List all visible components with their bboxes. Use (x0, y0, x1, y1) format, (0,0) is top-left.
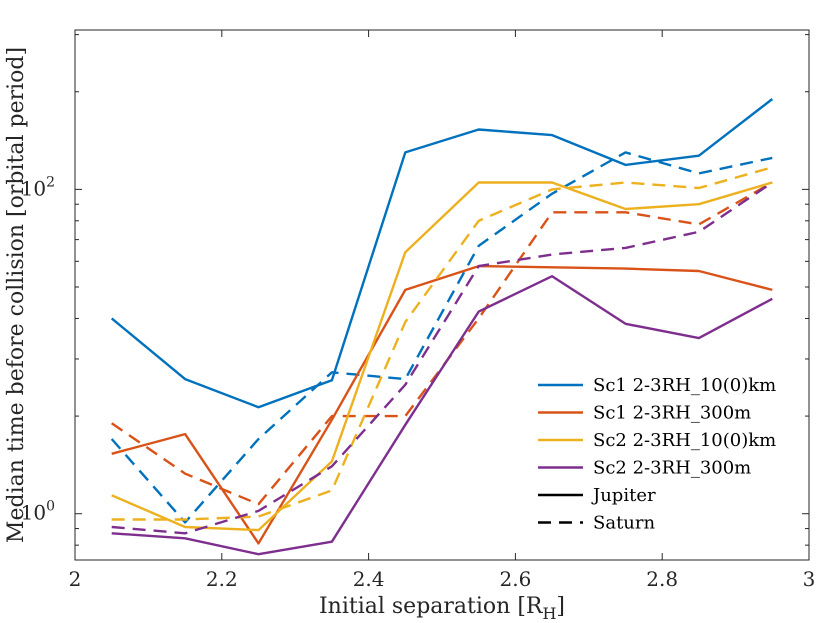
series-line-sc1-2-3rh-10-0-km-jupiter (110, 98, 774, 409)
series-layer (110, 98, 774, 556)
legend-label: Sc2 2-3RH_10(0)km (593, 430, 776, 451)
x-axis-label: Initial separation [RH] (319, 594, 565, 623)
series-line-sc2-2-3rh-10-0-km-jupiter (111, 181, 773, 532)
series-line-sc2-2-3rh-300m-saturn (111, 181, 773, 535)
x-tick-label: 3 (803, 567, 816, 591)
y-tick-label: 100 (21, 499, 55, 525)
x-tick-label: 2.2 (206, 567, 238, 591)
y-axis-label: Median time before collision [orbital pe… (4, 47, 29, 543)
x-axis-label-suffix: ] (556, 594, 565, 619)
axis-ticks (74, 30, 810, 560)
legend-label: Sc1 2-3RH_300m (593, 403, 751, 424)
legend-label: Sc2 2-3RH_300m (593, 458, 751, 479)
x-axis-label-subscript: H (542, 604, 556, 623)
legend-label: Jupiter (591, 485, 656, 506)
tick-labels: 2 2.2 2.4 2.6 2.8 3 100 102 (21, 174, 816, 591)
x-tick-label: 2 (69, 567, 82, 591)
x-tick-label: 2.8 (646, 567, 678, 591)
series-line-sc1-2-3rh-300m-saturn (111, 181, 773, 506)
plot-area (74, 29, 810, 561)
series-line-sc2-2-3rh-300m-jupiter (111, 275, 773, 556)
legend-label: Saturn (593, 513, 655, 534)
legend-label: Sc1 2-3RH_10(0)km (593, 375, 776, 396)
legend: Sc1 2-3RH_10(0)km Sc1 2-3RH_300m Sc2 2-3RH… (538, 375, 776, 534)
series-line-sc1-2-3rh-10-0-km-saturn (110, 151, 773, 524)
series-line-sc2-2-3rh-10-0-km-saturn (111, 166, 773, 521)
y-tick-label: 102 (21, 174, 55, 200)
x-tick-label: 2.6 (499, 567, 531, 591)
x-tick-label: 2.4 (353, 567, 385, 591)
